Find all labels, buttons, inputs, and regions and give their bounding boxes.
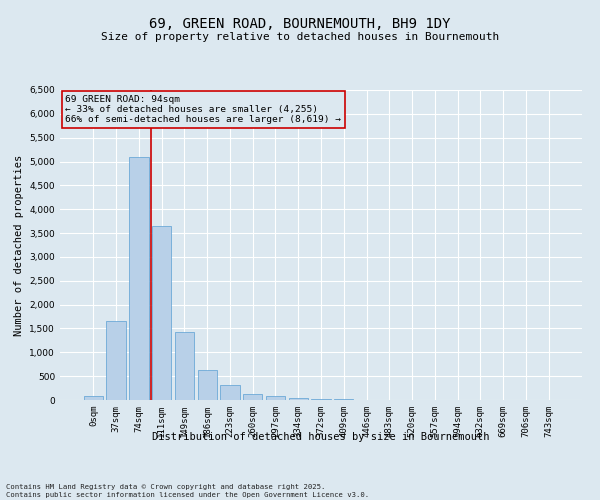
Bar — [243, 394, 262, 400]
Bar — [197, 370, 217, 400]
Bar — [220, 385, 239, 400]
Text: 69, GREEN ROAD, BOURNEMOUTH, BH9 1DY: 69, GREEN ROAD, BOURNEMOUTH, BH9 1DY — [149, 18, 451, 32]
Bar — [289, 398, 308, 400]
Text: 69 GREEN ROAD: 94sqm
← 33% of detached houses are smaller (4,255)
66% of semi-de: 69 GREEN ROAD: 94sqm ← 33% of detached h… — [65, 94, 341, 124]
Bar — [129, 157, 149, 400]
Bar — [152, 226, 172, 400]
Bar — [266, 396, 285, 400]
Y-axis label: Number of detached properties: Number of detached properties — [14, 154, 24, 336]
Bar — [106, 322, 126, 400]
Bar — [311, 398, 331, 400]
Text: Contains HM Land Registry data © Crown copyright and database right 2025.
Contai: Contains HM Land Registry data © Crown c… — [6, 484, 369, 498]
Text: Distribution of detached houses by size in Bournemouth: Distribution of detached houses by size … — [152, 432, 490, 442]
Bar — [175, 332, 194, 400]
Text: Size of property relative to detached houses in Bournemouth: Size of property relative to detached ho… — [101, 32, 499, 42]
Bar — [334, 399, 353, 400]
Bar — [84, 396, 103, 400]
